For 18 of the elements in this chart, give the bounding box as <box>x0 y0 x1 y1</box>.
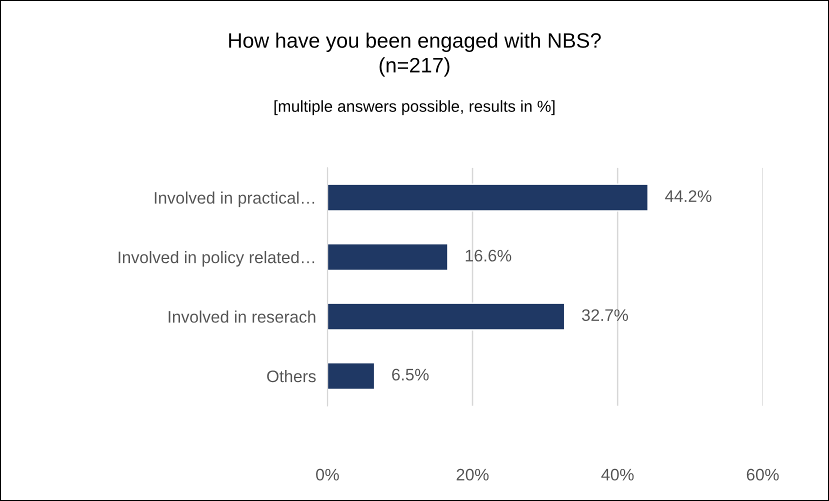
data-label: 44.2% <box>665 190 712 202</box>
bar <box>327 362 376 390</box>
chart-subtitle: [multiple answers possible, results in %] <box>274 100 555 116</box>
bar <box>327 184 649 212</box>
x-tick-label: 40% <box>601 468 634 481</box>
bar <box>327 302 566 331</box>
bar <box>327 242 449 272</box>
data-label: 16.6% <box>466 250 512 262</box>
chart-title: How have you been engaged with NBS? (n=217) <box>229 32 601 77</box>
y-tick-label: Involved in policy related… <box>118 251 314 267</box>
y-tick-label: Involved in practical… <box>154 192 314 208</box>
x-tick-label: 20% <box>456 468 489 481</box>
y-tick-label: Others <box>267 370 316 382</box>
y-tick-label: Involved in reserach <box>168 310 316 323</box>
data-label: 6.5% <box>392 368 429 381</box>
x-tick-label: 0% <box>316 468 339 481</box>
data-label: 32.7% <box>582 309 628 322</box>
x-tick-label: 60% <box>746 468 779 481</box>
